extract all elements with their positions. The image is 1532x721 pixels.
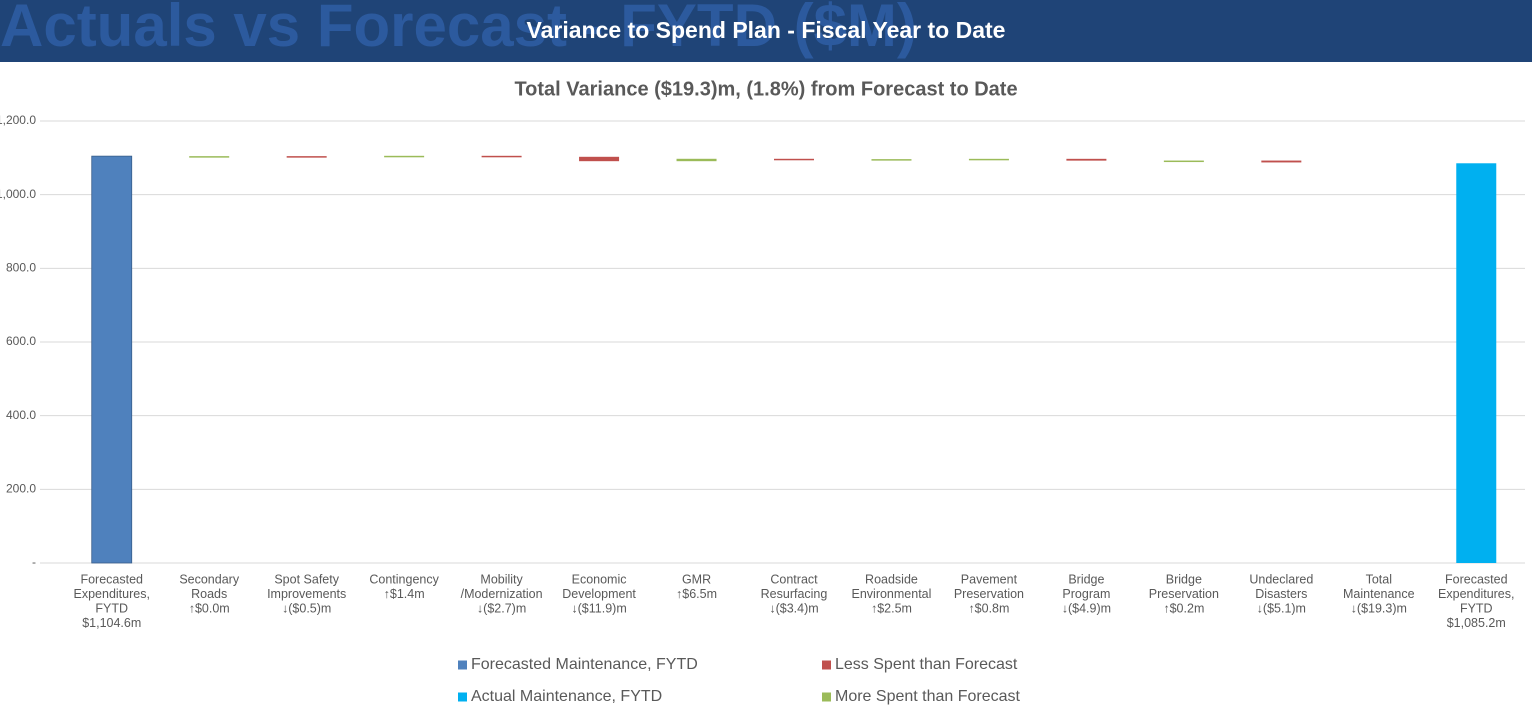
bar — [91, 155, 133, 564]
y-tick-label: 800.0 — [6, 261, 36, 275]
bar — [286, 156, 327, 158]
value-label: ↓($19.3)m — [1351, 601, 1407, 615]
x-tick-label: Resurfacing — [761, 587, 828, 601]
x-tick-label: Roads — [191, 587, 227, 601]
legend-label: Forecasted Maintenance, FYTD — [471, 656, 698, 673]
legend-swatch — [822, 660, 831, 670]
bar — [1456, 163, 1497, 563]
header-title: Actuals vs Forecast - FYTD ($M) — [0, 0, 917, 59]
y-tick-label: 600.0 — [6, 334, 36, 348]
x-tick-label: Contract — [770, 572, 818, 586]
x-tick-label: Preservation — [954, 587, 1024, 601]
x-tick-label: Program — [1062, 587, 1110, 601]
x-tick-label: Environmental — [852, 587, 932, 601]
x-tick-label: FYTD — [1460, 601, 1493, 615]
x-tick-label: Expenditures, — [1438, 587, 1514, 601]
y-tick-label: 1,200.0 — [0, 113, 36, 127]
x-tick-label: Forecasted — [80, 572, 143, 586]
x-tick-label: Total — [1366, 572, 1392, 586]
legend-label: More Spent than Forecast — [835, 688, 1021, 705]
x-tick-label: Undeclared — [1249, 572, 1313, 586]
y-tick-label: 200.0 — [6, 482, 36, 496]
legend-swatch — [458, 692, 467, 702]
bar — [774, 158, 814, 161]
x-tick-label: Disasters — [1255, 587, 1307, 601]
x-tick-label: GMR — [682, 572, 711, 586]
x-tick-label: Improvements — [267, 587, 346, 601]
x-tick-label: Development — [562, 587, 636, 601]
y-tick-label: 400.0 — [6, 408, 36, 422]
legend-swatch — [458, 660, 467, 670]
value-label: ↓($2.7)m — [477, 601, 526, 615]
bar — [481, 155, 522, 158]
value-label: ↑$6.5m — [676, 587, 717, 601]
header-subtitle: Variance to Spend Plan - Fiscal Year to … — [527, 17, 1006, 43]
value-label: ↑$0.2m — [1163, 601, 1204, 615]
bar — [1261, 160, 1302, 163]
bar — [1066, 158, 1107, 161]
x-tick-label: Expenditures, — [74, 587, 150, 601]
value-label: ↑$2.5m — [871, 601, 912, 615]
x-tick-label: Pavement — [961, 572, 1018, 586]
x-tick-label: Bridge — [1068, 572, 1104, 586]
x-tick-label: Roadside — [865, 572, 918, 586]
bar — [579, 156, 620, 162]
value-label: $1,104.6m — [82, 616, 141, 630]
x-tick-label: Preservation — [1149, 587, 1219, 601]
x-tick-label: Maintenance — [1343, 587, 1415, 601]
bar — [676, 158, 717, 162]
x-tick-label: Bridge — [1166, 572, 1202, 586]
y-tick-label: 1,000.0 — [0, 187, 36, 201]
value-label: ↑$0.8m — [968, 601, 1009, 615]
x-tick-label: /Modernization — [461, 587, 543, 601]
x-tick-label: Mobility — [480, 572, 523, 586]
bar — [871, 159, 912, 161]
value-label: ↓($11.9)m — [571, 601, 626, 615]
legend-label: Less Spent than Forecast — [835, 656, 1018, 673]
value-label: ↑$0.0m — [189, 601, 230, 615]
x-tick-label: Contingency — [369, 572, 439, 586]
x-tick-label: Economic — [572, 572, 627, 586]
bar — [189, 156, 230, 158]
chart-title: Total Variance ($19.3)m, (1.8%) from For… — [514, 78, 1017, 100]
header-band — [0, 0, 1532, 62]
x-tick-label: Spot Safety — [274, 572, 339, 586]
value-label: ↓($0.5)m — [282, 601, 331, 615]
legend-label: Actual Maintenance, FYTD — [471, 688, 662, 705]
y-tick-label: - — [32, 555, 36, 569]
bar — [968, 158, 1009, 161]
bar — [384, 155, 425, 158]
x-tick-label: FYTD — [95, 601, 128, 615]
value-label: $1,085.2m — [1447, 616, 1506, 630]
bar — [1163, 160, 1204, 163]
value-label: ↓($3.4)m — [769, 601, 818, 615]
bar — [1359, 156, 1399, 163]
x-tick-label: Secondary — [179, 572, 240, 586]
x-tick-label: Forecasted — [1445, 572, 1508, 586]
value-label: ↓($5.1)m — [1257, 601, 1306, 615]
value-label: ↓($4.9)m — [1062, 601, 1111, 615]
value-label: ↑$1.4m — [384, 587, 425, 601]
legend-swatch — [822, 692, 831, 702]
